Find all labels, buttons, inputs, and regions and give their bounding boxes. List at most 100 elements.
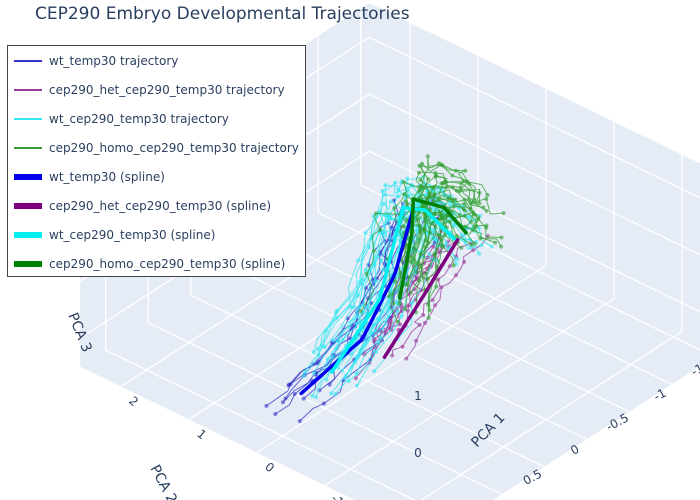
trajectory-point — [499, 244, 504, 249]
trajectory-point — [273, 412, 278, 416]
spline-line — [330, 205, 456, 374]
legend-item[interactable]: wt_cep290_temp30 (spline) — [14, 225, 215, 245]
trajectory-point — [405, 176, 410, 181]
trajectory-point — [353, 376, 358, 381]
trajectory-point — [404, 210, 409, 215]
trajectory-point — [406, 303, 411, 308]
legend-item[interactable]: cep290_homo_cep290_temp30 (spline) — [14, 254, 285, 274]
legend-item[interactable]: wt_temp30 (spline) — [14, 167, 165, 187]
legend-spline-swatch — [14, 203, 42, 209]
trajectory-point — [418, 178, 423, 182]
trajectory-point — [421, 275, 426, 280]
trajectory-point — [424, 271, 428, 276]
legend-item[interactable]: wt_cep290_temp30 trajectory — [14, 109, 229, 129]
legend-line-swatch — [14, 60, 42, 62]
trajectory-point — [437, 233, 441, 237]
trajectory-point — [468, 206, 473, 211]
trajectory-point — [401, 180, 406, 185]
trajectory-point — [451, 204, 456, 209]
trajectory-point — [280, 400, 285, 405]
y-axis-title: PCA 2 — [146, 462, 179, 500]
y-tick-label: -1 — [651, 386, 668, 404]
trajectory-point — [437, 195, 442, 200]
trajectory-point — [426, 177, 431, 181]
trajectory-point — [420, 161, 424, 166]
legend-item[interactable]: cep290_het_cep290_temp30 trajectory — [14, 80, 285, 100]
trajectory-point — [423, 321, 427, 325]
trajectory-point — [417, 163, 422, 168]
trajectory-point — [301, 396, 306, 401]
z-tick-label: 1 — [414, 389, 422, 403]
trajectory-point — [380, 189, 385, 193]
legend-item[interactable]: cep290_homo_cep290_temp30 trajectory — [14, 138, 299, 158]
spline-line — [299, 207, 416, 396]
trajectory-point — [378, 227, 383, 232]
trajectory-point — [372, 369, 377, 374]
trajectory-point — [373, 329, 378, 334]
trajectory-point — [472, 225, 477, 230]
trajectory-point — [376, 340, 381, 345]
trajectory-point — [372, 337, 377, 341]
trajectory-point — [469, 242, 474, 247]
trajectory-point — [395, 309, 400, 314]
trajectory-point — [417, 170, 421, 175]
trajectory-point — [382, 192, 387, 197]
trajectory-point — [359, 303, 364, 308]
x-tick-label: 1 — [194, 427, 209, 443]
legend-item[interactable]: cep290_het_cep290_temp30 (spline) — [14, 196, 271, 216]
trajectory-point — [484, 196, 489, 201]
trajectory-point — [334, 315, 339, 320]
trajectory-point — [354, 321, 359, 326]
grid-line-y — [317, 212, 673, 385]
legend-label: cep290_het_cep290_temp30 trajectory — [49, 83, 285, 97]
legend-spline-swatch — [14, 232, 42, 238]
trajectory-point — [327, 382, 332, 387]
legend-item[interactable]: wt_temp30 trajectory — [14, 51, 178, 71]
trajectory-point — [404, 199, 408, 204]
trajectory-point — [414, 228, 419, 233]
trajectory-point — [363, 231, 368, 236]
trajectory-point — [357, 279, 362, 284]
trajectory-point — [358, 319, 363, 324]
legend-label: cep290_homo_cep290_temp30 trajectory — [49, 141, 299, 155]
trajectory-point — [417, 322, 422, 327]
trajectory-point — [301, 374, 306, 379]
trajectory-point — [462, 259, 467, 264]
legend-label: wt_cep290_temp30 (spline) — [49, 228, 216, 242]
trajectory-point — [436, 277, 441, 282]
trajectory-point — [383, 183, 388, 188]
trajectory-point — [341, 337, 345, 342]
trajectory-point — [439, 285, 444, 290]
trajectory-series — [358, 154, 506, 324]
trajectory-point — [489, 244, 494, 249]
trajectory-point — [471, 248, 476, 253]
trajectory-point — [421, 312, 426, 317]
trajectory-point — [462, 201, 467, 206]
legend-label: wt_temp30 (spline) — [49, 170, 165, 184]
trajectory-point — [410, 261, 415, 266]
legend-line-swatch — [14, 118, 42, 120]
trajectory-point — [461, 179, 466, 184]
trajectory-point — [372, 262, 377, 267]
trajectory-point — [420, 203, 425, 208]
grid-line-y — [190, 294, 545, 468]
trajectory-point — [378, 335, 383, 340]
trajectory-point — [430, 298, 435, 302]
trajectory-point — [457, 189, 462, 194]
legend[interactable]: wt_temp30 trajectory cep290_het_cep290_te… — [7, 45, 306, 277]
trajectory-point — [405, 282, 410, 287]
trajectory-point — [397, 301, 402, 306]
legend-label: wt_temp30 trajectory — [49, 54, 179, 68]
trajectory-point — [415, 201, 420, 206]
trajectory-point — [450, 173, 455, 178]
x-tick-label: -1 — [328, 491, 346, 500]
trajectory-point — [485, 193, 490, 197]
trajectory-point — [292, 392, 297, 396]
trajectory-point — [422, 227, 427, 232]
trajectory-point — [414, 338, 419, 343]
trajectory-point — [333, 392, 338, 397]
trajectory-point — [433, 174, 438, 179]
trajectory-point — [428, 207, 433, 212]
trajectory-point — [463, 168, 468, 173]
trajectory-point — [311, 350, 316, 355]
